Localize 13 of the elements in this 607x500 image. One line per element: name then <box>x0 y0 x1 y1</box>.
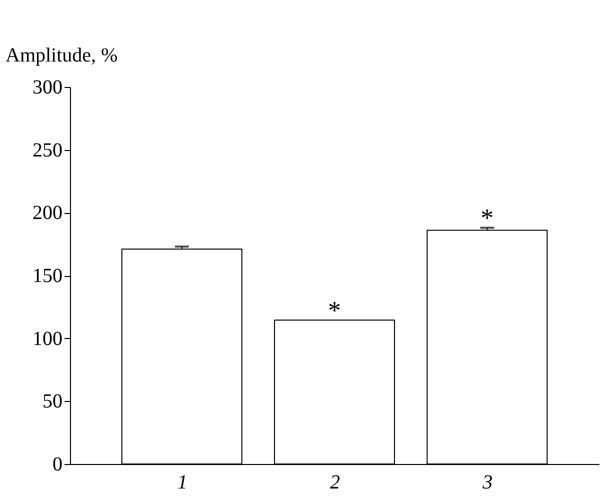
y-tick-label: 200 <box>32 202 62 224</box>
y-tick-label: 150 <box>32 265 62 287</box>
y-tick-label: 100 <box>32 328 62 350</box>
y-tick-label: 50 <box>42 390 62 413</box>
x-tick-label: 1 <box>177 472 188 494</box>
annotation: * <box>480 204 494 233</box>
x-tick-label: 3 <box>482 472 493 494</box>
y-axis-title: Amplitude, % <box>6 44 118 66</box>
y-tick-label: 300 <box>32 76 62 98</box>
annotation: * <box>328 296 341 326</box>
y-tick-label: 250 <box>32 139 62 162</box>
x-tick-label: 2 <box>330 472 340 494</box>
y-tick-label: 0 <box>52 454 62 476</box>
